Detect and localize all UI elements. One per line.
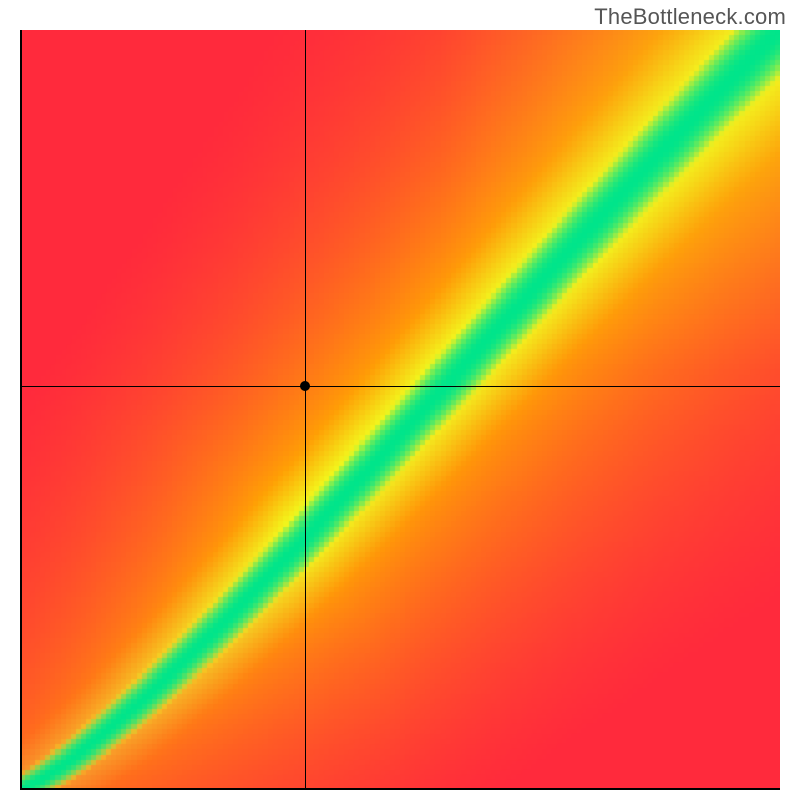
crosshair-point — [300, 381, 310, 391]
crosshair-horizontal — [20, 386, 780, 387]
watermark-text: TheBottleneck.com — [594, 4, 786, 30]
crosshair-vertical — [305, 30, 306, 790]
heatmap-plot — [20, 30, 780, 790]
heatmap-canvas — [20, 30, 780, 790]
